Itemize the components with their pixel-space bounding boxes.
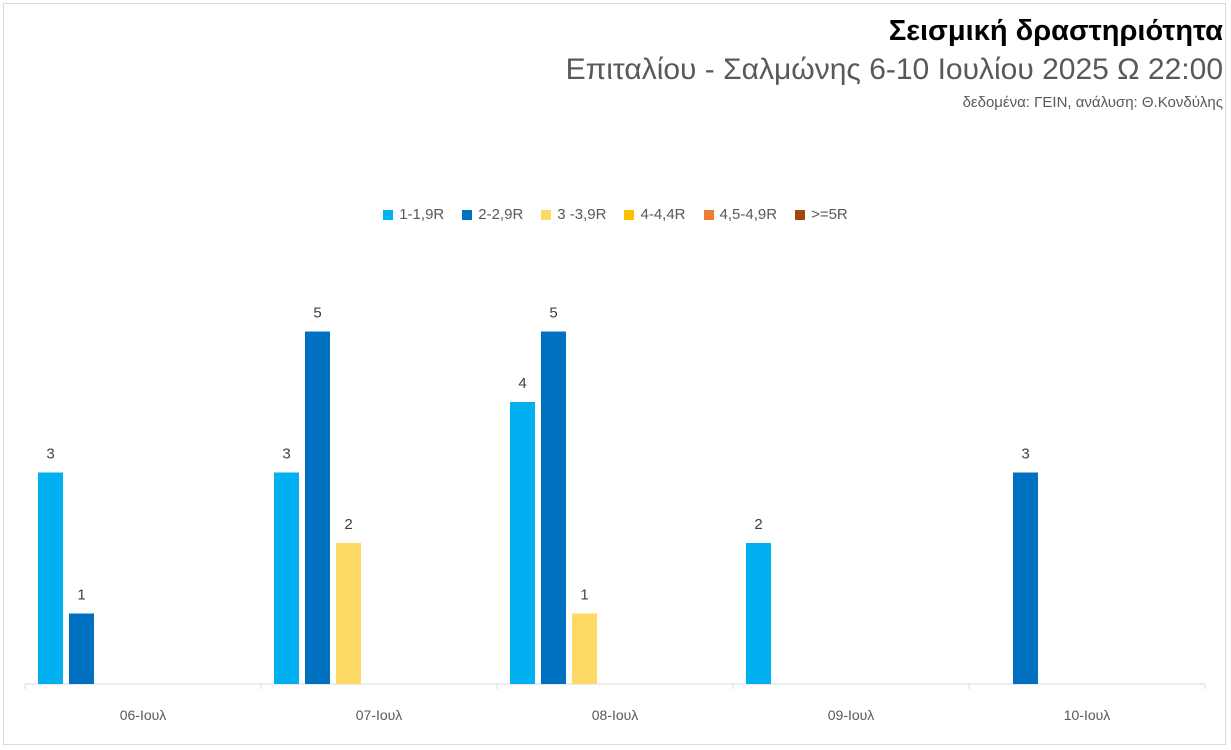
legend-item: 4-4,4R [624,206,686,223]
legend-item: 1-1,9R [383,206,444,223]
bar [336,543,361,684]
legend-swatch [541,209,552,220]
data-label: 5 [313,305,321,322]
x-tick-label: 08-Ιουλ [592,707,639,723]
bar [746,543,771,684]
legend-label: 1-1,9R [399,206,445,223]
legend-item: 4,5-4,9R [703,206,778,223]
x-tick-label: 09-Ιουλ [828,707,875,723]
data-label: 2 [754,516,762,533]
bar [38,472,63,684]
data-label: 2 [344,516,352,533]
chart-title: Σεισμική δραστηριότητα [888,15,1223,47]
chart-subtitle: Επιταλίου - Σαλμώνης 6-10 Ιουλίου 2025 Ω… [565,53,1223,86]
data-label: 3 [46,446,54,463]
bar [274,472,299,684]
legend-label: 3 -3,9R [557,206,607,223]
chart-legend: 1-1,9R 2-2,9R 3 -3,9R 4-4,4R 4,5-4,9R >=5R [0,206,1231,223]
data-label: 1 [77,587,85,604]
legend-label: 4,5-4,9R [719,206,778,223]
legend-item: 3 -3,9R [541,206,606,223]
legend-swatch [703,209,714,220]
data-label: 3 [1021,446,1029,463]
legend-item: >=5R [795,206,848,223]
legend-swatch [462,209,473,220]
legend-swatch [624,209,635,220]
data-label: 1 [580,587,588,604]
legend-label: 2-2,9R [478,206,524,223]
bar [69,613,94,684]
legend-label: 4-4,4R [640,206,686,223]
data-label: 4 [518,375,526,392]
legend-item: 2-2,9R [462,206,523,223]
legend-swatch [795,209,806,220]
title-block: Σεισμική δραστηριότητα Επιταλίου - Σαλμώ… [566,14,1223,114]
data-label: 3 [282,446,290,463]
bar [1013,472,1038,684]
bar [541,331,566,684]
bar [510,402,535,684]
x-tick-label: 07-Ιουλ [356,707,403,723]
x-tick-label: 10-Ιουλ [1064,707,1111,723]
legend-label: >=5R [811,206,848,223]
x-tick-label: 06-Ιουλ [120,707,167,723]
bar [305,331,330,684]
legend-swatch [383,209,394,220]
bar [572,613,597,684]
chart-source: δεδομένα: ΓΕΙΝ, ανάλυση: Θ.Κονδύλης [962,94,1223,111]
data-label: 5 [549,305,557,322]
